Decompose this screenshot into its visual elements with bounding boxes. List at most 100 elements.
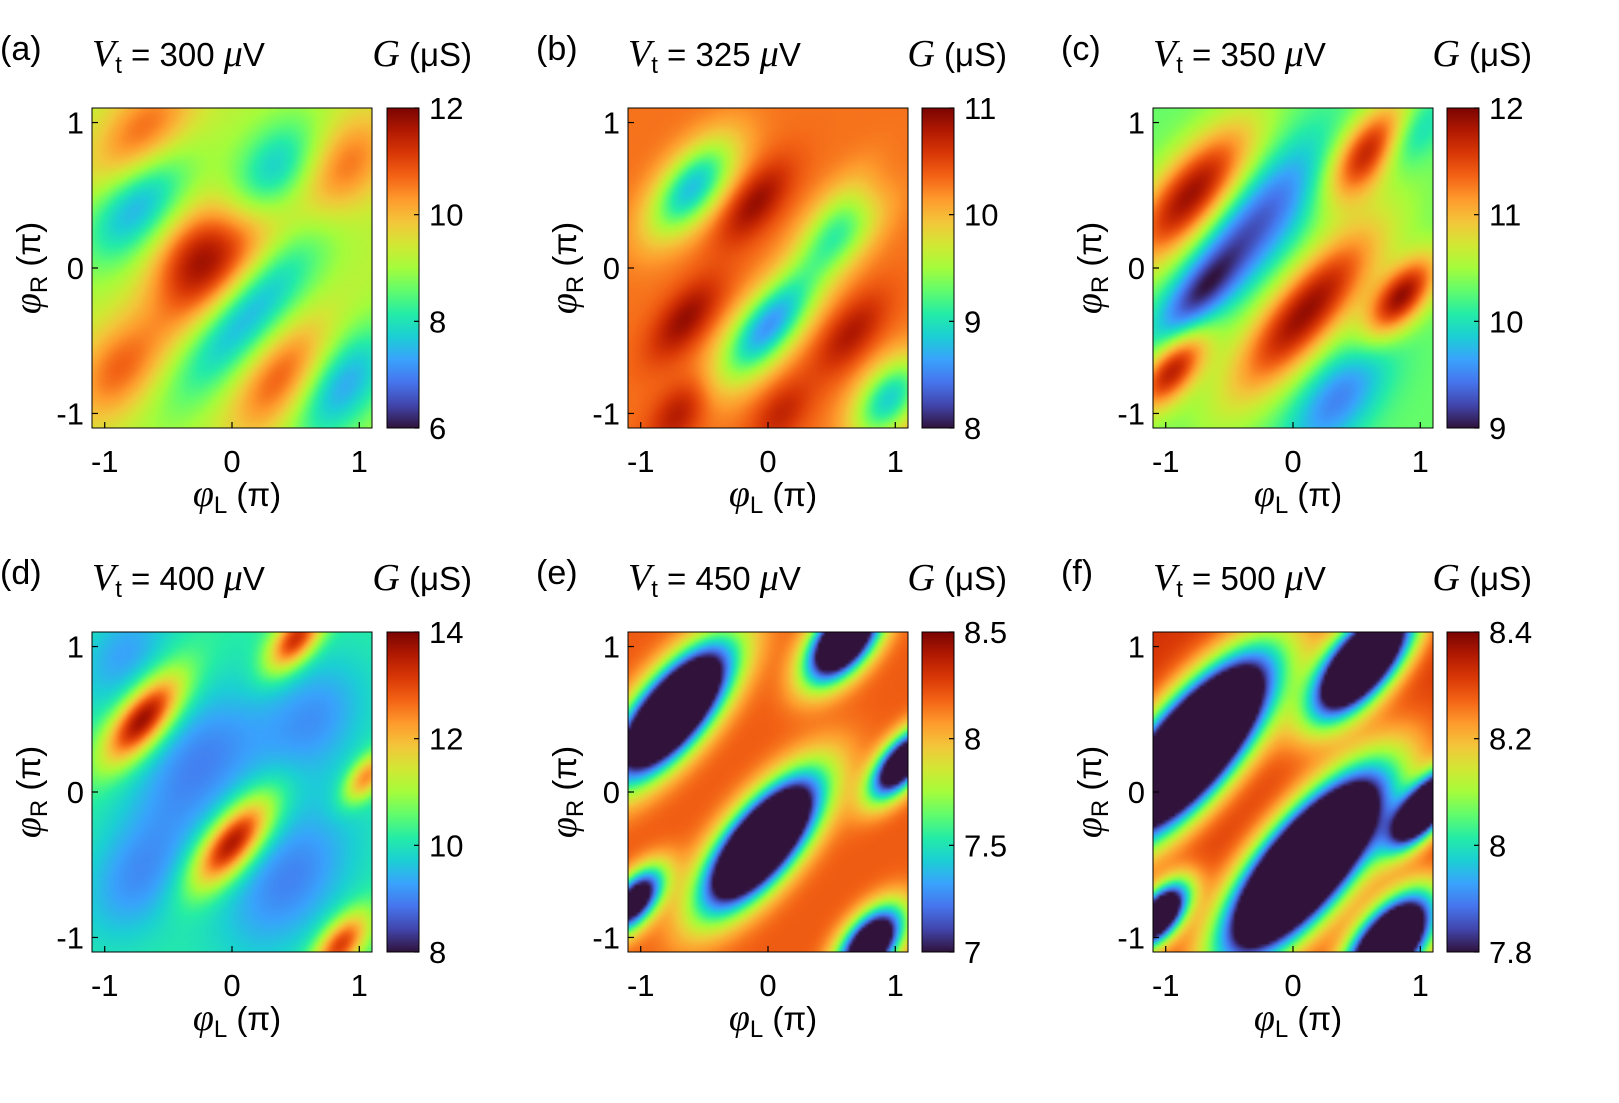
- y-axis-label: φR (π): [1068, 222, 1114, 314]
- colorbar-tick-label: 8: [429, 935, 446, 970]
- panel-label: (a): [0, 30, 42, 68]
- x-tick-label: -1: [1152, 444, 1180, 479]
- colorbar-tick-label: 8.2: [1489, 722, 1532, 757]
- y-tick-label: -1: [1117, 396, 1145, 431]
- colorbar: [921, 107, 955, 429]
- panel-title: Vt = 450 μV: [628, 557, 801, 603]
- panel-label: (b): [536, 30, 578, 68]
- colorbar-tick-label: 8: [429, 304, 446, 339]
- colorbar-tick-label: 8.4: [1489, 615, 1532, 650]
- x-axis-label: φL (π): [1254, 997, 1342, 1043]
- x-tick-label: 0: [759, 968, 776, 1003]
- heatmap-c: [1153, 108, 1433, 428]
- panel-c: -1 0 1 -1 0 1 φL (π) φR (π) (c) Vt = 350 μV 9 10 11 1…: [1061, 30, 1532, 519]
- colorbar-tick-label: 10: [1489, 304, 1523, 339]
- x-tick-label: 0: [1284, 968, 1301, 1003]
- colorbar-tick-label: 12: [429, 722, 463, 757]
- x-tick-label: 1: [1412, 444, 1429, 479]
- x-axis-label: φL (π): [729, 473, 817, 519]
- y-tick-label: 1: [67, 630, 84, 665]
- colorbar-tick-label: 12: [1489, 91, 1523, 126]
- x-tick-label: 0: [759, 444, 776, 479]
- y-axis-label: φR (π): [1068, 746, 1114, 838]
- x-tick-label: 1: [351, 968, 368, 1003]
- colorbar: [386, 631, 420, 953]
- colorbar-tick-label: 10: [429, 828, 463, 863]
- y-tick-label: 0: [67, 775, 84, 810]
- colorbar-title: G (μS): [1432, 33, 1532, 75]
- y-axis-label: φR (π): [543, 222, 589, 314]
- heatmap-a: [92, 108, 372, 428]
- x-tick-label: -1: [91, 968, 119, 1003]
- panel-title: Vt = 400 μV: [92, 557, 265, 603]
- y-tick-label: 0: [603, 775, 620, 810]
- x-axis-label: φL (π): [729, 997, 817, 1043]
- colorbar-tick-label: 8: [1489, 828, 1506, 863]
- panel-title: Vt = 500 μV: [1153, 557, 1326, 603]
- x-tick-label: 0: [1284, 444, 1301, 479]
- y-tick-label: 0: [1128, 775, 1145, 810]
- y-tick-label: 1: [67, 106, 84, 141]
- panel-label: (e): [536, 554, 578, 592]
- colorbar-title: G (μS): [372, 557, 472, 599]
- colorbar-tick-label: 11: [964, 91, 996, 126]
- colorbar: [1446, 107, 1480, 429]
- panel-title: Vt = 300 μV: [92, 33, 265, 79]
- panel-f: -1 0 1 -1 0 1 φL (π) φR (π) (f) Vt = 500 μV 7.8 8 8.…: [1061, 554, 1532, 1043]
- x-tick-label: -1: [627, 444, 655, 479]
- panel-d: -1 0 1 -1 0 1 φL (π) φR (π) (d) Vt = 400 μV 8 10 12 1…: [0, 554, 472, 1043]
- heatmap-f: [1153, 632, 1433, 952]
- colorbar-tick-label: 7.8: [1489, 935, 1532, 970]
- x-axis-label: φL (π): [193, 997, 281, 1043]
- x-tick-label: -1: [627, 968, 655, 1003]
- y-tick-label: 1: [603, 630, 620, 665]
- y-axis-label: φR (π): [543, 746, 589, 838]
- y-tick-label: -1: [1117, 920, 1145, 955]
- colorbar: [1446, 631, 1480, 953]
- y-tick-label: 1: [1128, 106, 1145, 141]
- y-tick-label: 1: [1128, 630, 1145, 665]
- y-tick-label: 0: [603, 251, 620, 286]
- colorbar-tick-label: 10: [429, 198, 463, 233]
- y-axis-label: φR (π): [7, 222, 53, 314]
- heatmap-d: [92, 632, 372, 952]
- colorbar-title: G (μS): [372, 33, 472, 75]
- colorbar-tick-label: 14: [429, 615, 463, 650]
- colorbar-tick-label: 9: [964, 304, 981, 339]
- y-tick-label: -1: [56, 396, 84, 431]
- colorbar: [921, 631, 955, 953]
- y-tick-label: 0: [67, 251, 84, 286]
- colorbar-title: G (μS): [907, 33, 1007, 75]
- y-tick-label: -1: [56, 920, 84, 955]
- x-tick-label: 1: [1412, 968, 1429, 1003]
- y-axis-label: φR (π): [7, 746, 53, 838]
- x-tick-label: 1: [887, 444, 904, 479]
- x-tick-label: 0: [223, 968, 240, 1003]
- colorbar-tick-label: 6: [429, 411, 446, 446]
- colorbar-tick-label: 8: [964, 722, 981, 757]
- y-tick-label: -1: [592, 396, 620, 431]
- colorbar-tick-label: 9: [1489, 411, 1506, 446]
- panel-label: (f): [1061, 554, 1093, 592]
- panel-label: (d): [0, 554, 42, 592]
- x-tick-label: -1: [91, 444, 119, 479]
- colorbar-tick-label: 8: [964, 411, 981, 446]
- x-axis-label: φL (π): [193, 473, 281, 519]
- colorbar: [386, 107, 420, 429]
- y-tick-label: 1: [603, 106, 620, 141]
- x-tick-label: -1: [1152, 968, 1180, 1003]
- panel-a: -1 0 1 -1 0 1 φL (π) φR (π) (a) Vt = 300 μV 6 8 10 12…: [0, 30, 472, 519]
- colorbar-tick-label: 11: [1489, 198, 1521, 233]
- colorbar-tick-label: 7: [964, 935, 981, 970]
- panel-b: -1 0 1 -1 0 1 φL (π) φR (π) (b) Vt = 325 μV 8 9 10 11…: [536, 30, 1007, 519]
- x-tick-label: 1: [887, 968, 904, 1003]
- colorbar-tick-label: 8.5: [964, 615, 1007, 650]
- colorbar-tick-label: 10: [964, 198, 998, 233]
- panel-label: (c): [1061, 30, 1101, 68]
- heatmap-b: [628, 108, 908, 428]
- x-tick-label: 0: [223, 444, 240, 479]
- heatmap-e: [628, 632, 908, 952]
- colorbar-tick-label: 7.5: [964, 828, 1007, 863]
